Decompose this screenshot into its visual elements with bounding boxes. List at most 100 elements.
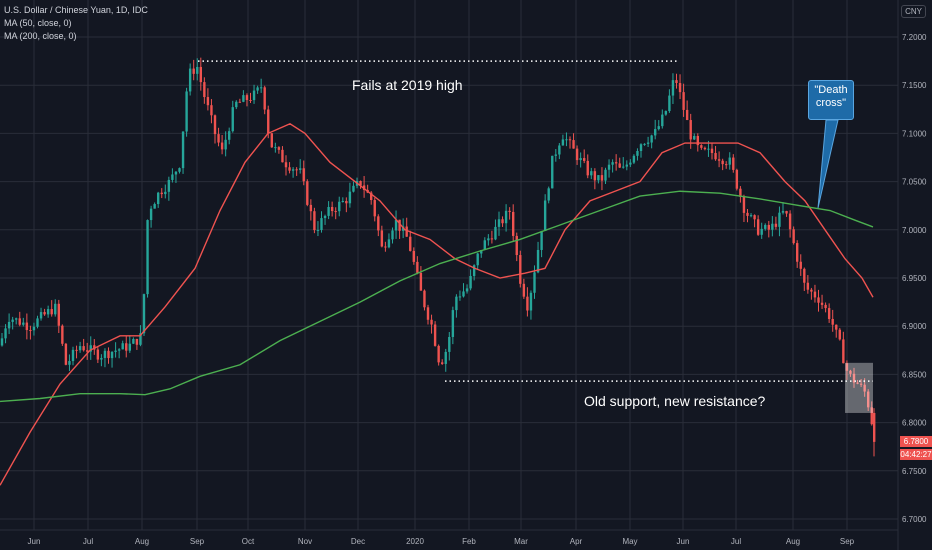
candle-body <box>78 346 82 351</box>
candle-body <box>50 309 53 315</box>
candle-body <box>256 87 259 91</box>
candle-body <box>827 308 831 319</box>
candle-body <box>849 370 852 374</box>
candle-body <box>309 204 313 212</box>
y-tick-label: 6.9000 <box>902 322 927 331</box>
candle-body <box>68 361 71 365</box>
candle-body <box>614 162 618 164</box>
candle-body <box>267 109 270 134</box>
candle-body <box>441 362 444 364</box>
candle-body <box>721 160 724 165</box>
candle-body <box>398 219 401 231</box>
x-tick-label: Feb <box>462 537 476 546</box>
candle-body <box>139 333 142 345</box>
candle-body <box>568 139 572 141</box>
candle-body <box>423 290 426 308</box>
candle-body <box>157 192 160 205</box>
candle-body <box>380 230 384 247</box>
candle-body <box>593 171 597 181</box>
candle-body <box>710 148 714 154</box>
candle-body <box>409 236 412 251</box>
candle-body <box>600 175 604 181</box>
candle-body <box>29 330 32 332</box>
candle-body <box>153 204 156 209</box>
candle-body <box>338 201 341 212</box>
candle-body <box>302 168 305 182</box>
candle-body <box>341 201 344 203</box>
candle-body <box>835 324 838 330</box>
y-tick-label: 7.0000 <box>902 226 927 235</box>
candle-body <box>416 261 419 273</box>
candle-body <box>629 162 632 165</box>
candle-body <box>533 272 536 293</box>
candle-body <box>597 175 600 181</box>
candle-body <box>554 154 557 156</box>
candle-body <box>671 80 675 96</box>
candle-body <box>174 171 178 175</box>
candle-body <box>572 140 575 149</box>
death-cross-callout: "Death cross" <box>808 80 854 120</box>
candle-body <box>636 150 639 156</box>
candle-body <box>480 249 483 254</box>
candle-body <box>7 321 11 329</box>
candle-body <box>689 120 692 140</box>
x-tick-label: 2020 <box>406 537 424 546</box>
candle-body <box>160 192 163 195</box>
candle-body <box>405 226 408 237</box>
candle-body <box>288 167 291 171</box>
candle-body <box>725 164 728 166</box>
candle-body <box>547 188 550 201</box>
x-tick-label: Dec <box>351 537 365 546</box>
candle-body <box>93 345 96 350</box>
candle-body <box>352 185 355 192</box>
candle-body <box>803 268 806 283</box>
candle-body <box>664 111 668 115</box>
candle-body <box>199 66 202 83</box>
candle-body <box>188 68 192 92</box>
candle-body <box>778 212 781 227</box>
candle-body <box>643 143 646 145</box>
candle-body <box>494 226 497 240</box>
candle-body <box>785 211 788 214</box>
candle-body <box>306 181 309 205</box>
candle-body <box>25 322 29 331</box>
candle-body <box>501 219 504 224</box>
candle-body <box>121 343 124 350</box>
callout-pointer <box>817 119 839 209</box>
candle-body <box>792 229 795 244</box>
candle-body <box>845 363 849 371</box>
candle-body <box>472 265 476 277</box>
y-tick-label: 7.2000 <box>902 33 927 42</box>
candle-body <box>18 318 21 325</box>
candle-body <box>618 163 621 168</box>
candle-body <box>512 211 515 236</box>
candle-body <box>4 328 7 339</box>
candle-body <box>36 318 39 327</box>
candle-body <box>370 192 373 201</box>
currency-badge[interactable]: CNY <box>901 5 926 18</box>
candle-body <box>490 238 494 240</box>
candle-body <box>632 155 636 163</box>
countdown-tag: 04:42:27 <box>900 449 932 460</box>
ma200-legend: MA (200, close, 0) <box>4 31 77 41</box>
last-price-tag: 6.7800 <box>900 436 932 447</box>
candle-body <box>760 228 763 235</box>
candle-body <box>330 206 334 212</box>
candle-body <box>728 157 731 165</box>
candle-body <box>842 339 845 364</box>
candle-body <box>682 92 685 110</box>
candle-body <box>345 201 348 204</box>
candle-body <box>753 215 756 220</box>
candle-body <box>220 142 224 150</box>
candle-body <box>540 231 543 250</box>
candle-body <box>561 139 565 146</box>
ma50-line <box>0 122 874 486</box>
y-tick-label: 6.7500 <box>902 467 927 476</box>
candle-body <box>796 243 799 262</box>
candle-body <box>213 115 217 135</box>
candle-body <box>873 412 876 442</box>
candle-body <box>71 349 75 362</box>
candle-body <box>668 95 671 112</box>
